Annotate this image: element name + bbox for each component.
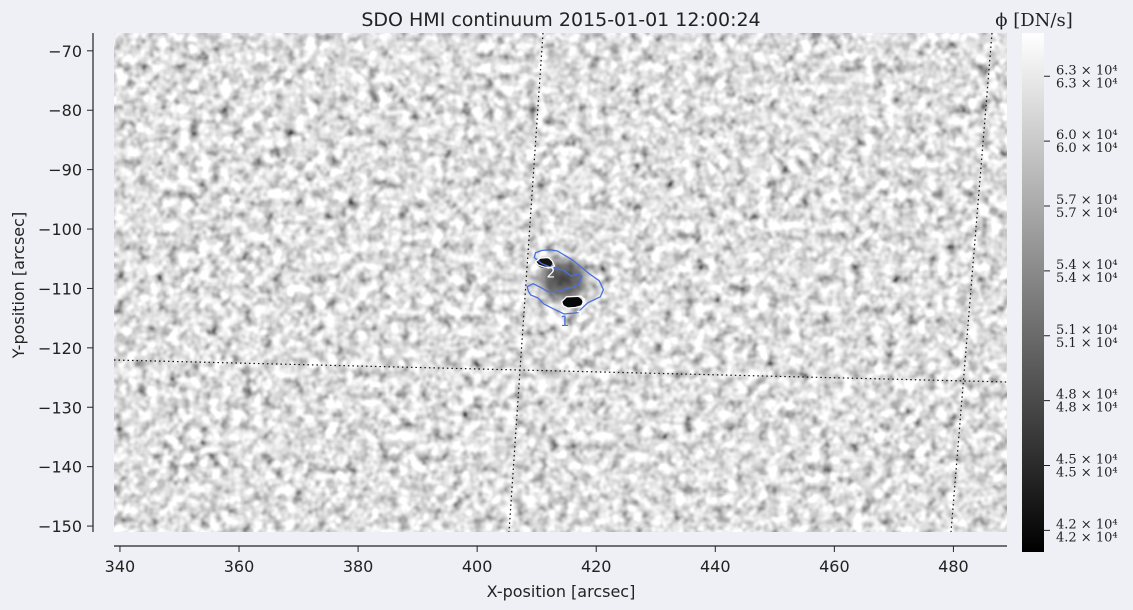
colorbar-gradient [1022, 33, 1044, 552]
y-axis-ticks: −70 −80 −90 −100 −110 −120 −130 −140 −150 [38, 42, 93, 536]
contour-layer: 1 2 1 [526, 249, 605, 330]
colorbar-label: ϕ [DN/s] [995, 10, 1073, 31]
contour-label: 1 [560, 314, 569, 330]
y-tick-label: −80 [48, 101, 82, 120]
contour-line [526, 249, 605, 315]
colorbar-tick-label: 4.8 × 10⁴ [1056, 401, 1118, 416]
grid-line [114, 359, 1007, 383]
colorbar-tick-label: 5.1 × 10⁴ [1056, 336, 1118, 351]
colorbar-tick-label: 6.0 × 10⁴ [1056, 128, 1118, 143]
x-tick-label: 480 [938, 557, 969, 576]
colorbar-tick-label: 4.5 × 10⁴ [1056, 466, 1118, 481]
y-tick-label: −120 [38, 339, 82, 358]
y-tick-label: −110 [38, 279, 82, 298]
colorbar-tick-label: 5.7 × 10⁴ [1056, 206, 1118, 221]
x-tick-label: 400 [462, 557, 493, 576]
colorbar-tick-label: 4.2 × 10⁴ [1056, 530, 1118, 545]
y-axis-label: Y-position [arcsec] [9, 212, 28, 359]
x-tick-label: 440 [700, 557, 731, 576]
colorbar-tick-label: 4.5 × 10⁴ [1056, 453, 1118, 468]
colorbar-tick-label: 4.2 × 10⁴ [1056, 517, 1118, 532]
x-tick-label: 420 [581, 557, 612, 576]
x-tick-label: 340 [105, 557, 136, 576]
colorbar-tick-label: 6.3 × 10⁴ [1056, 63, 1118, 78]
umbra [562, 296, 583, 309]
contour-label: 2 [547, 266, 556, 282]
y-tick-label: −70 [48, 42, 82, 61]
colorbar-tick-label: 6.3 × 10⁴ [1056, 76, 1118, 91]
contour-line [560, 295, 586, 309]
chart-title: SDO HMI continuum 2015-01-01 12:00:24 [361, 9, 760, 31]
x-axis-ticks: 340 360 380 400 420 440 460 480 [105, 546, 969, 576]
x-axis-label: X-position [arcsec] [487, 582, 636, 601]
y-tick-label: −150 [38, 517, 82, 536]
x-tick-label: 360 [224, 557, 255, 576]
contour-label: 1 [576, 309, 585, 325]
y-tick-label: −100 [38, 220, 82, 239]
colorbar-tick-label: 4.8 × 10⁴ [1056, 388, 1118, 403]
y-tick-label: −140 [38, 458, 82, 477]
colorbar-tick-label: 6.0 × 10⁴ [1056, 141, 1118, 156]
y-tick-label: −130 [38, 398, 82, 417]
x-tick-label: 460 [819, 557, 850, 576]
x-tick-label: 380 [343, 557, 374, 576]
y-tick-label: −90 [48, 161, 82, 180]
colorbar-tick-label: 5.4 × 10⁴ [1056, 271, 1118, 286]
colorbar-tick-label: 5.1 × 10⁴ [1056, 323, 1118, 338]
contour-line [534, 256, 556, 269]
colorbar-tick-label: 5.4 × 10⁴ [1056, 258, 1118, 273]
heliographic-grid [114, 33, 1007, 532]
plot-area: 1 2 1 [114, 33, 1007, 532]
colorbar-tick-label: 5.7 × 10⁴ [1056, 193, 1118, 208]
